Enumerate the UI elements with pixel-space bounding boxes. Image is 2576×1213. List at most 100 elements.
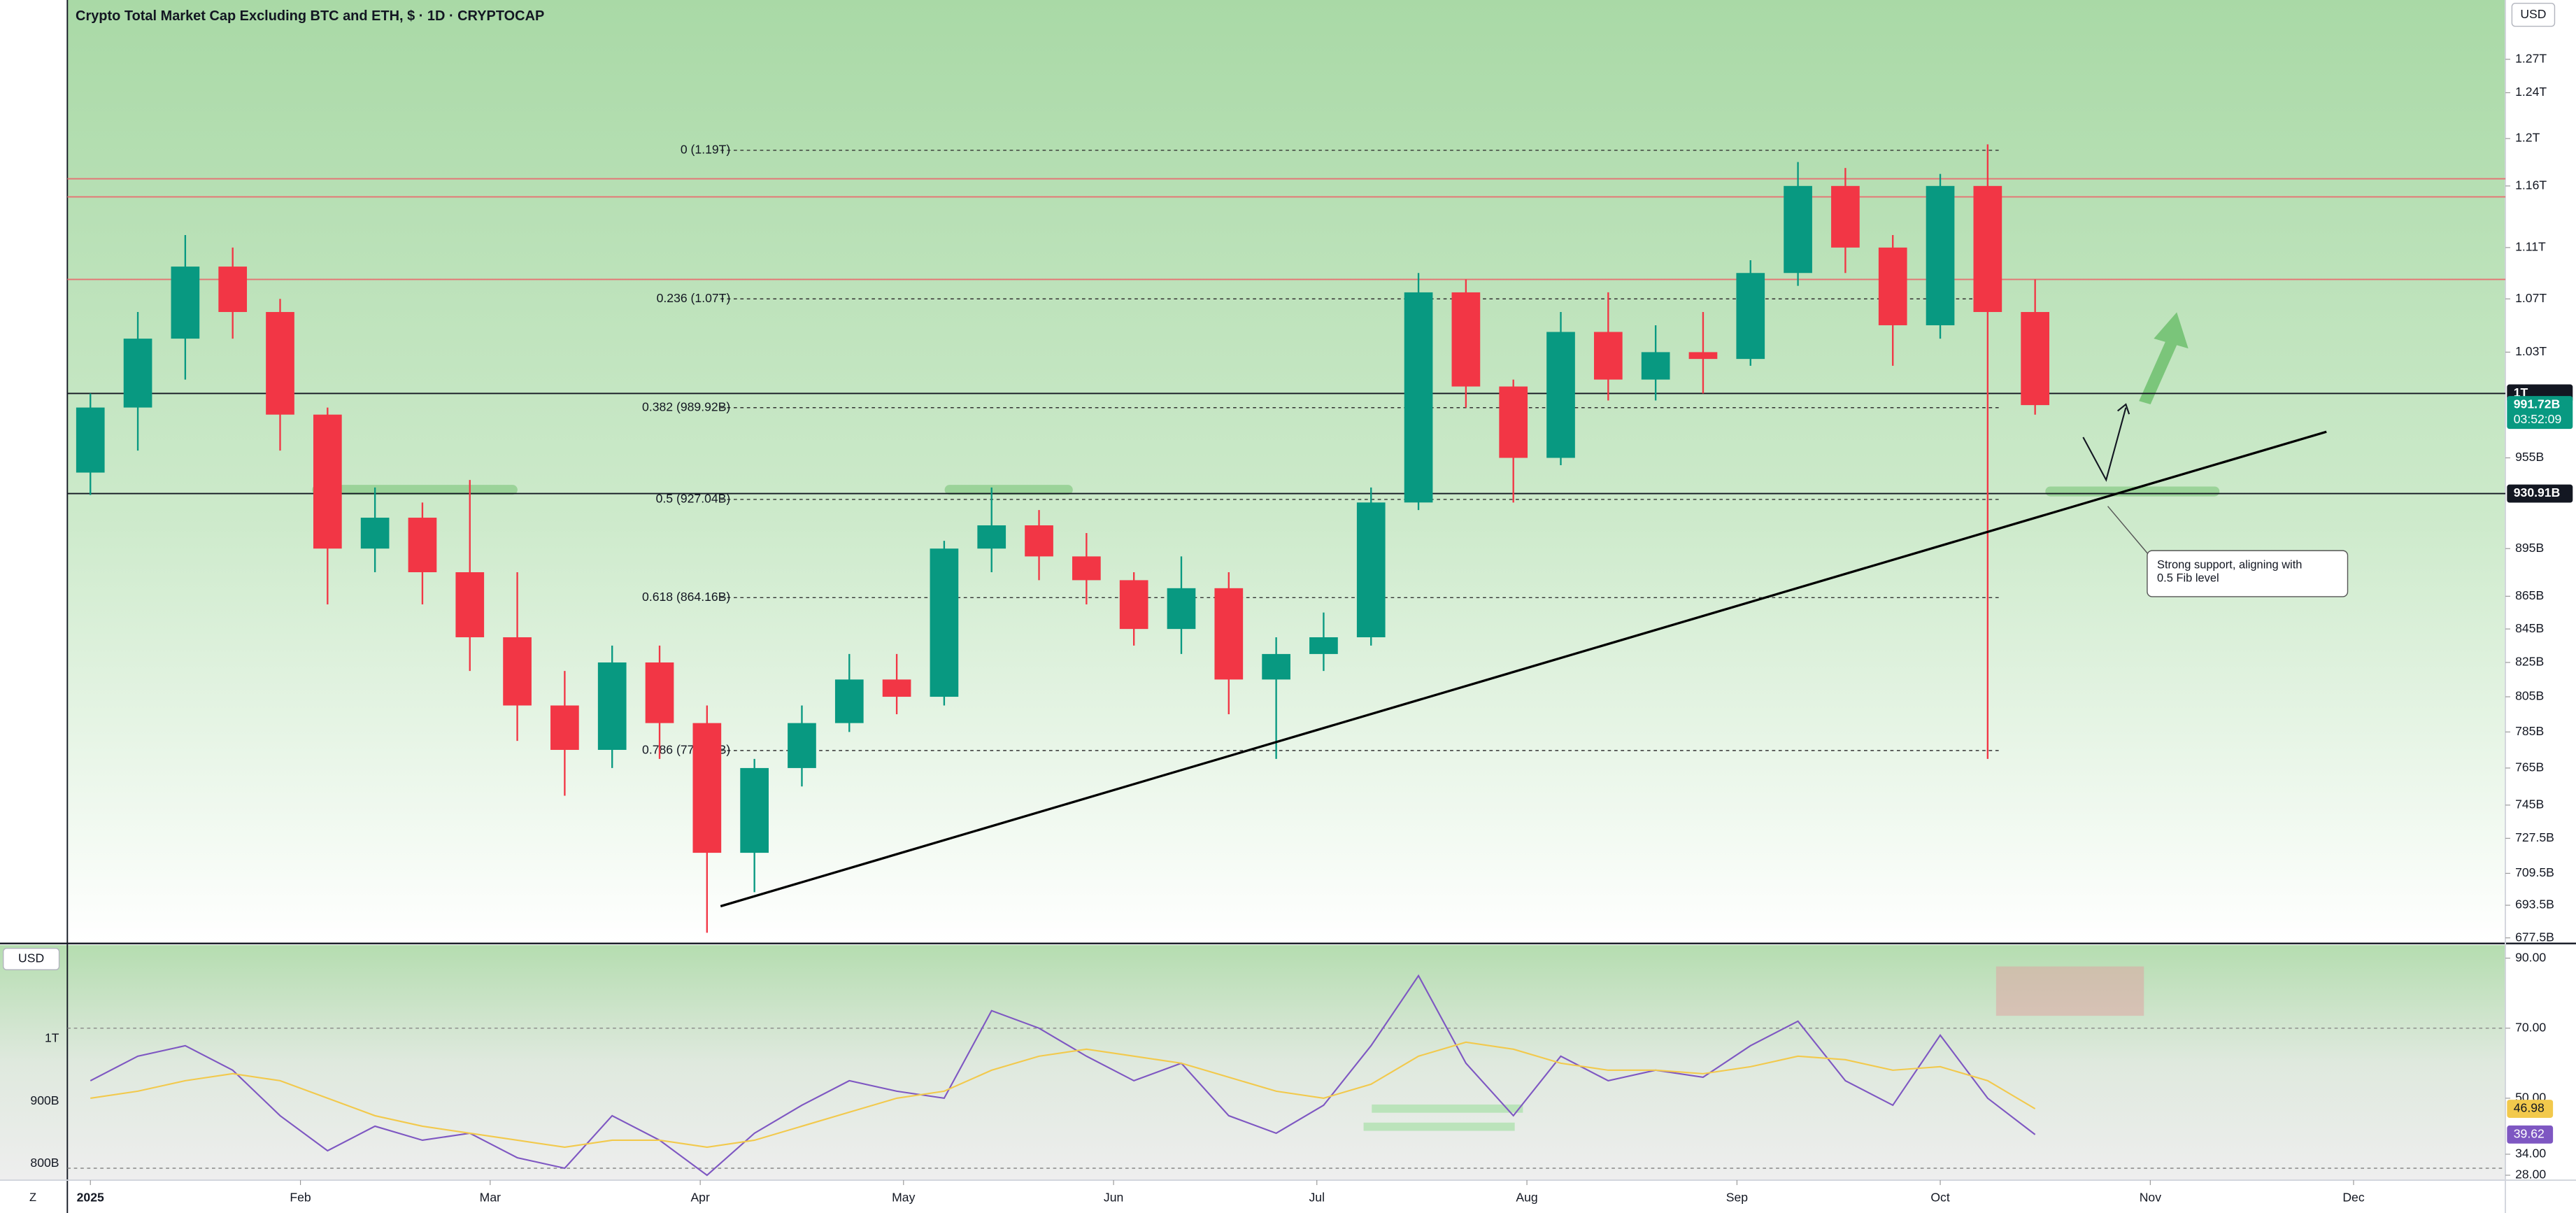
price-pane xyxy=(67,0,2505,942)
candle-body xyxy=(1499,386,1528,458)
y-tick-label: 1.27T xyxy=(2515,51,2547,65)
y-tick-label: 693.5B xyxy=(2515,898,2554,911)
left-scale-label: 800B xyxy=(30,1156,59,1170)
candle-body xyxy=(788,723,816,768)
y-tick-label: 1.11T xyxy=(2515,240,2546,254)
annotation: Strong support, aligning with xyxy=(2157,559,2302,572)
candle-body xyxy=(360,518,390,549)
currency: USD xyxy=(2520,7,2546,21)
value-label: 39.62 xyxy=(2514,1127,2545,1141)
y-tick-label: 1.16T xyxy=(2515,178,2547,192)
countdown: 03:52:09 xyxy=(2514,412,2562,426)
candle-body xyxy=(740,767,769,853)
x-tick-label: Nov xyxy=(2140,1191,2162,1205)
candle-body xyxy=(2021,312,2050,406)
candle-body xyxy=(266,312,294,415)
candle-body xyxy=(977,525,1006,549)
price-plot: 0 (1.19T) 0.236 (1.07T) 0.382 (989.92B) 0.5… xyxy=(67,142,2505,933)
y-tick-label: 90.00 xyxy=(2515,950,2546,964)
support-zone xyxy=(944,485,1073,495)
price-label-box xyxy=(2507,484,2573,503)
arrow-head xyxy=(2117,403,2130,415)
x-tick-label: Mar xyxy=(480,1191,501,1205)
candle-body xyxy=(645,662,674,723)
candle-body xyxy=(1167,588,1196,630)
candle-body xyxy=(1688,352,1718,360)
corner-label: Z xyxy=(29,1191,36,1204)
support-zone xyxy=(312,485,518,495)
value-label-box xyxy=(2507,1100,2554,1118)
annotation-box xyxy=(2147,550,2349,597)
candle-body xyxy=(692,723,722,853)
candle-body xyxy=(455,572,485,637)
x-tick-label: 2025 xyxy=(77,1191,104,1205)
candle-body xyxy=(1404,292,1433,503)
trendline xyxy=(720,430,2327,908)
candle-body xyxy=(1072,556,1101,581)
candle-body xyxy=(1546,332,1575,458)
y-tick-label: 709.5B xyxy=(2515,865,2554,879)
price-label-box xyxy=(2507,396,2573,430)
candle-body xyxy=(1736,273,1765,360)
y-tick-label: 1.24T xyxy=(2515,85,2547,99)
y-tick-label: 1.03T xyxy=(2515,344,2547,358)
up-arrow xyxy=(2139,312,2189,404)
y-tick-label: 955B xyxy=(2515,450,2544,464)
candle-body xyxy=(1784,185,1812,274)
y-tick-label: 727.5B xyxy=(2515,830,2554,844)
candle-body xyxy=(313,414,342,549)
fib-label: 0.236 (1.07T) xyxy=(657,291,731,305)
x-tick-label: Jun xyxy=(1104,1191,1123,1205)
y-tick-label: 895B xyxy=(2515,541,2544,555)
annotation: 0.5 Fib level xyxy=(2157,572,2219,584)
chart-title: Crypto Total Market Cap Excluding BTC an… xyxy=(76,8,544,24)
zone xyxy=(1372,1104,1523,1113)
fib-label: 0.618 (864.16B) xyxy=(642,590,730,604)
currency-box xyxy=(2511,2,2556,27)
candle-body xyxy=(1641,352,1670,380)
candle-body xyxy=(171,267,200,339)
y-tick-label: 785B xyxy=(2515,724,2544,738)
x-tick-label: May xyxy=(892,1191,915,1205)
y-tick-label: 825B xyxy=(2515,655,2544,669)
x-tick-label: Feb xyxy=(290,1191,311,1205)
candle-body xyxy=(1309,637,1338,654)
price-label: 991.72B xyxy=(2514,397,2561,411)
y-tick-label: 845B xyxy=(2515,621,2544,635)
fib-label: 0.382 (989.92B) xyxy=(642,399,730,413)
y-tick-label: 765B xyxy=(2515,760,2544,774)
candle-body xyxy=(1973,185,2002,313)
callout-line xyxy=(2107,506,2153,560)
y-tick-label: 865B xyxy=(2515,588,2544,602)
x-tick-label: Dec xyxy=(2342,1191,2365,1205)
candle-body xyxy=(1451,292,1481,387)
rsi-plot xyxy=(67,966,2505,1177)
y-tick-label: 1.07T xyxy=(2515,291,2547,305)
candle-body xyxy=(1593,332,1623,380)
currency: USD xyxy=(18,951,44,965)
candle-body xyxy=(1831,185,1860,248)
x-tick-label: Apr xyxy=(690,1191,710,1205)
axes: 1.27T 1.24T 1.2T 1.16T 1.11T 1.07T 1.03T 955B 89… xyxy=(30,51,2573,1205)
candle-body xyxy=(1262,653,1290,680)
y-tick-label: 34.00 xyxy=(2515,1147,2546,1161)
candle-body xyxy=(597,662,627,750)
zone xyxy=(1995,966,2144,1016)
x-tick-label: Jul xyxy=(1309,1191,1325,1205)
x-tick-label: Oct xyxy=(1930,1191,1949,1205)
value-label-box xyxy=(2507,1125,2554,1144)
candle-body xyxy=(1214,588,1244,680)
candle-body xyxy=(218,267,248,313)
candle-body xyxy=(76,407,105,473)
y-tick-label: 70.00 xyxy=(2515,1020,2546,1034)
candle-body xyxy=(550,705,579,750)
candle-body xyxy=(1119,580,1148,630)
path-arrow xyxy=(2082,407,2127,482)
candle-body xyxy=(1356,502,1386,637)
x-tick-label: Sep xyxy=(1726,1191,1749,1205)
fib-label: 0 (1.19T) xyxy=(681,142,730,156)
left-scale-label: 900B xyxy=(30,1093,59,1107)
left-scale-label: 1T xyxy=(45,1031,59,1045)
candle-body xyxy=(834,679,864,723)
